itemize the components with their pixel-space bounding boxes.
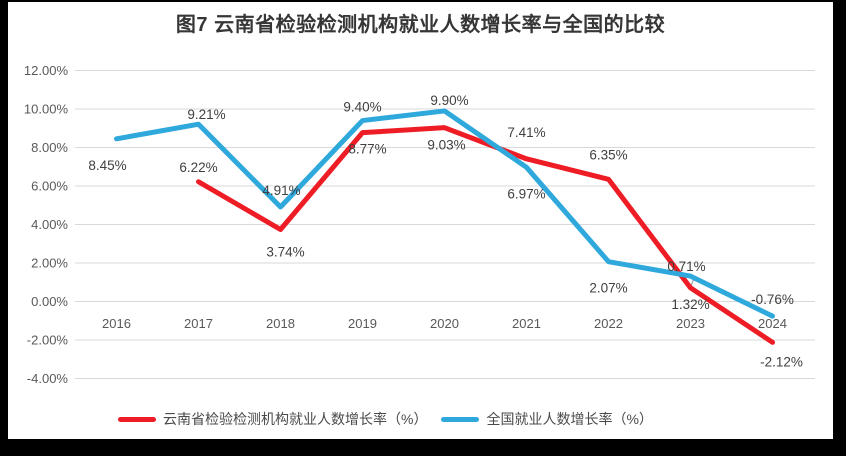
chart-title: 图7 云南省检验检测机构就业人数增长率与全国的比较 bbox=[175, 14, 666, 36]
data-label-national-2024: -0.76% bbox=[751, 292, 794, 307]
y-tick-label: 0.00% bbox=[31, 294, 68, 309]
data-label-national-2023: 1.32% bbox=[671, 297, 709, 312]
y-tick-label: -4.00% bbox=[27, 371, 69, 386]
data-label-yunnan-2017: 6.22% bbox=[179, 160, 217, 175]
y-tick-label: 12.00% bbox=[24, 63, 69, 78]
x-tick-label: 2018 bbox=[266, 316, 295, 331]
y-tick-label: 6.00% bbox=[31, 179, 68, 194]
data-label-national-2017: 9.21% bbox=[187, 107, 225, 122]
y-tick-label: 4.00% bbox=[31, 217, 68, 232]
national-series-marker bbox=[441, 416, 480, 422]
y-tick-label: 10.00% bbox=[24, 102, 69, 117]
data-label-yunnan-2018: 3.74% bbox=[266, 245, 304, 260]
data-label-yunnan-2021: 7.41% bbox=[507, 125, 545, 140]
x-tick-label: 2017 bbox=[184, 316, 213, 331]
chart-panel bbox=[8, 2, 833, 439]
x-tick-label: 2020 bbox=[430, 316, 459, 331]
legend-item-national: 全国就业人数增长率（%） bbox=[441, 409, 653, 429]
yunnan-series-marker bbox=[118, 416, 156, 422]
data-label-yunnan-2024: -2.12% bbox=[760, 354, 803, 369]
data-label-national-2019: 9.40% bbox=[343, 100, 381, 115]
data-label-yunnan-2023: 0.71% bbox=[667, 259, 705, 274]
x-tick-label: 2022 bbox=[594, 316, 623, 331]
x-tick-label: 2016 bbox=[102, 316, 131, 331]
data-label-national-2018: 4.91% bbox=[262, 183, 300, 198]
data-label-national-2020: 9.90% bbox=[430, 93, 468, 108]
x-tick-label: 2019 bbox=[348, 316, 377, 331]
series-line-yunnan bbox=[196, 125, 775, 345]
x-tick-label: 2024 bbox=[758, 316, 787, 331]
legend-item-yunnan: 云南省检验检测机构就业人数增长率（%） bbox=[118, 409, 427, 429]
x-tick-label: 2021 bbox=[512, 316, 541, 331]
data-label-national-2022: 2.07% bbox=[589, 281, 627, 296]
data-label-yunnan-2022: 6.35% bbox=[589, 147, 627, 162]
legend-label-national: 全国就业人数增长率（%） bbox=[486, 411, 653, 427]
legend-label-yunnan: 云南省检验检测机构就业人数增长率（%） bbox=[163, 411, 428, 427]
y-tick-label: 8.00% bbox=[31, 140, 68, 155]
data-label-yunnan-2020: 9.03% bbox=[427, 138, 465, 153]
x-tick-label: 2023 bbox=[676, 316, 705, 331]
legend: 云南省检验检测机构就业人数增长率（%） 全国就业人数增长率（%） bbox=[118, 409, 653, 429]
y-tick-label: 2.00% bbox=[31, 256, 68, 271]
data-label-yunnan-2019: 8.77% bbox=[348, 142, 386, 157]
series-line-national bbox=[114, 108, 775, 319]
data-label-national-2016: 8.45% bbox=[88, 158, 126, 173]
data-label-national-2021: 6.97% bbox=[507, 186, 545, 201]
y-tick-label: -2.00% bbox=[27, 333, 69, 348]
